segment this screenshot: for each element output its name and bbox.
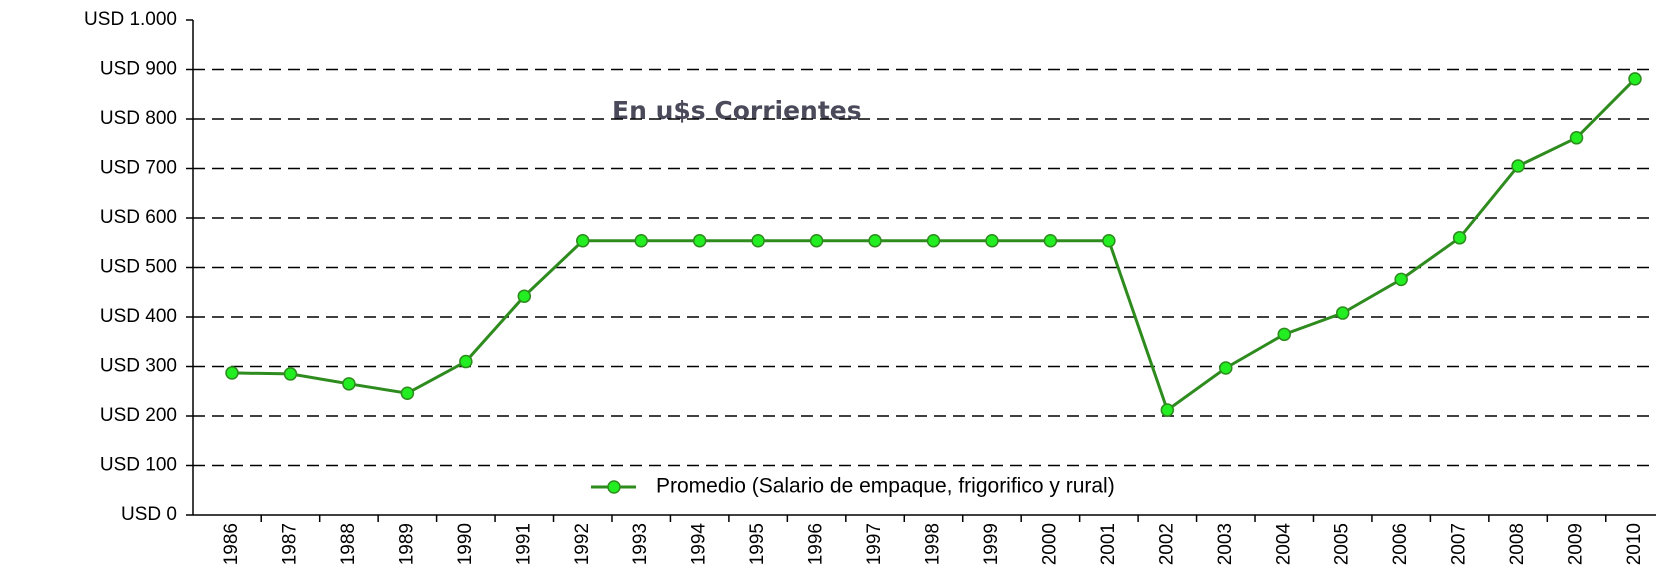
marker (1394, 272, 1408, 287)
x-tick-label: 1992 (572, 523, 593, 565)
y-tick-label: USD 800 (100, 108, 177, 129)
marker (459, 354, 473, 369)
x-tick-label: 2001 (1098, 523, 1119, 565)
marker (517, 289, 532, 303)
x-tick-label: 2002 (1156, 523, 1177, 565)
x-tick-label: 1989 (396, 523, 417, 565)
marker (1277, 327, 1291, 342)
y-tick-label: USD 900 (100, 59, 177, 80)
x-tick-label: 1998 (923, 523, 944, 565)
marker (692, 234, 707, 248)
x-tick-label: 1993 (630, 523, 651, 565)
y-tick-label: USD 600 (100, 207, 177, 228)
marker (985, 234, 999, 248)
marker (1452, 231, 1467, 245)
marker (868, 234, 882, 248)
x-tick-label: 1986 (221, 523, 242, 565)
marker (1335, 306, 1350, 320)
x-tick-label: 2006 (1390, 523, 1411, 565)
x-tick-label: 2008 (1507, 523, 1528, 565)
y-tick-label: USD 400 (100, 306, 177, 327)
marker (1102, 234, 1116, 248)
x-tick-label: 2004 (1273, 523, 1294, 566)
y-tick-label: USD 100 (100, 455, 177, 476)
y-tick-label: USD 0 (121, 504, 177, 525)
x-tick-label: 1997 (864, 523, 885, 565)
x-tick-label: 2010 (1624, 523, 1645, 565)
marker (1628, 72, 1642, 86)
y-tick-label: USD 200 (100, 405, 177, 426)
x-tick-label: 2009 (1566, 523, 1587, 565)
x-tick-label: 1987 (279, 523, 300, 565)
x-tick-label: 1995 (747, 523, 768, 565)
legend-marker (607, 480, 621, 494)
marker (283, 367, 298, 381)
marker (634, 234, 648, 248)
marker (1043, 234, 1058, 248)
x-tick-label: 1996 (806, 523, 827, 565)
marker (342, 377, 356, 391)
marker (751, 234, 765, 248)
marker (400, 386, 415, 400)
x-tick-label: 2003 (1215, 523, 1236, 565)
x-tick-label: 1991 (513, 523, 534, 565)
y-tick-label: USD 700 (100, 158, 177, 179)
x-tick-label: 2000 (1039, 523, 1060, 565)
x-tick-label: 2005 (1332, 523, 1353, 565)
x-tick-label: 1990 (455, 523, 476, 565)
marker (926, 234, 941, 248)
legend-label: Promedio (Salario de empaque, frigorific… (656, 475, 1115, 498)
y-tick-label: USD 1.000 (84, 9, 177, 30)
marker (225, 366, 239, 380)
marker (1569, 131, 1584, 145)
marker (1511, 159, 1525, 173)
y-tick-label: USD 500 (100, 257, 177, 278)
x-tick-label: 1988 (338, 523, 359, 565)
y-tick-label: USD 300 (100, 356, 177, 377)
x-tick-label: 2007 (1449, 523, 1470, 565)
marker (1160, 403, 1175, 417)
x-tick-label: 1999 (981, 523, 1002, 565)
marker (576, 234, 590, 248)
x-tick-label: 1994 (689, 523, 710, 566)
marker (809, 234, 824, 248)
marker (1219, 361, 1233, 375)
annotation: En u$s Corrientes (612, 96, 862, 125)
